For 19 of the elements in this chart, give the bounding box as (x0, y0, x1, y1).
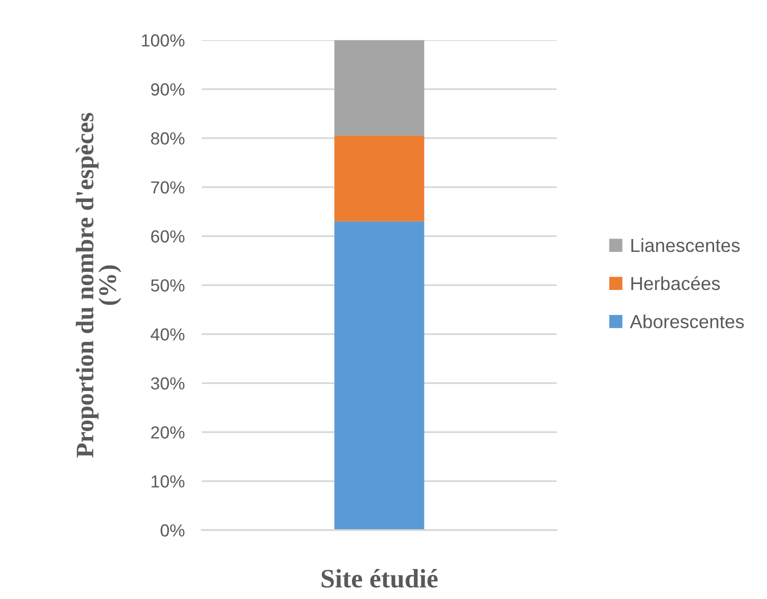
y-tick-label: 40% (150, 328, 184, 341)
y-tick-label: 50% (151, 279, 184, 292)
y-tick-label: 60% (151, 230, 184, 243)
legend-label: Aborescentes (630, 314, 744, 328)
y-tick-label: 80% (151, 132, 184, 145)
y-tick-label: 90% (151, 83, 184, 96)
legend-label: Herbacées (631, 276, 720, 290)
y-tick-label: 100% (142, 34, 184, 47)
bar (334, 221, 424, 530)
y-axis-title: Proportion du nombre d'espèces (%) (76, 112, 122, 458)
y-tick-label: 30% (150, 377, 184, 390)
bar (334, 136, 424, 222)
x-axis-title: Site étudié (322, 568, 438, 588)
legend-label: Lianescentes (631, 238, 740, 252)
bar (334, 40, 424, 136)
y-tick-label: 20% (151, 426, 184, 439)
y-tick-label: 70% (151, 181, 184, 194)
y-tick-label: 10% (152, 475, 184, 488)
y-tick-label: 0% (160, 524, 184, 537)
